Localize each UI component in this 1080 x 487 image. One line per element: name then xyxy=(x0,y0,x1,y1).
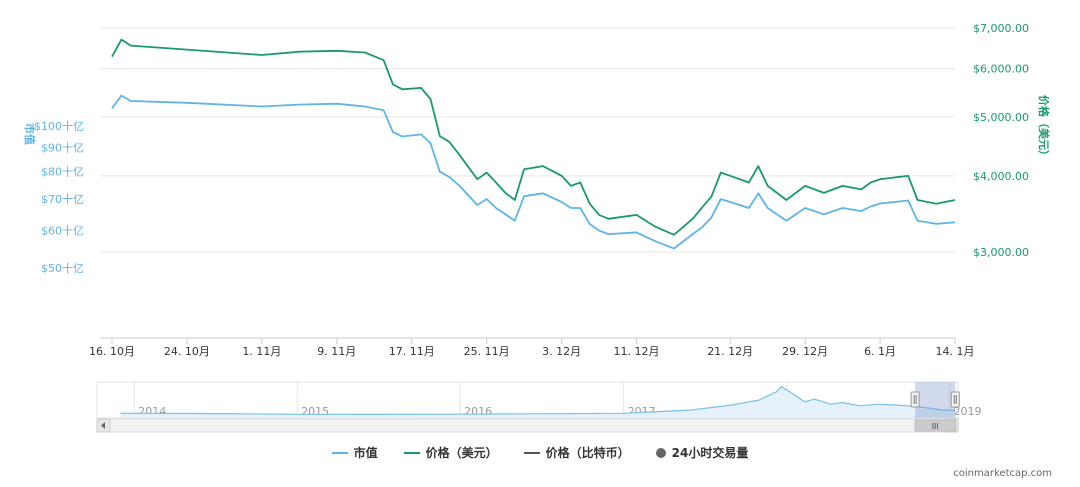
right-axis-title: 价格（美元） xyxy=(1037,95,1051,161)
chevron-left-icon xyxy=(101,422,105,429)
legend-item[interactable]: 价格（比特币） xyxy=(523,444,630,461)
market-chart: $7,000.00 $6,000.00 $5,000.00 $4,000.00 $3,0… xyxy=(23,22,1051,433)
x-tick-label: 29. 12月 xyxy=(782,345,828,358)
scrollbar-thumb[interactable] xyxy=(914,419,956,432)
x-tick-label: 16. 10月 xyxy=(89,345,135,358)
navigator-area xyxy=(120,386,956,418)
x-tick-label: 24. 10月 xyxy=(164,345,210,358)
x-tick-label: 17. 11月 xyxy=(389,345,435,358)
legend-label: 市值 xyxy=(353,446,378,460)
x-tick-label: 14. 1月 xyxy=(936,345,975,358)
right-tick-label: $7,000.00 xyxy=(973,22,1029,35)
scrollbar-track[interactable] xyxy=(96,418,959,433)
legend-item[interactable]: 价格（美元） xyxy=(403,444,498,461)
scrollbar-grip-label: III xyxy=(932,422,939,431)
legend: 市值 价格（美元） 价格（比特币） 24小时交易量 xyxy=(0,444,1080,461)
left-tick-label: $70十亿 xyxy=(41,192,84,206)
left-tick-label: $50十亿 xyxy=(41,261,84,275)
legend-label: 24小时交易量 xyxy=(671,446,749,460)
left-axis-title: 市值 xyxy=(23,123,37,145)
x-tick-label: 1. 11月 xyxy=(242,345,281,358)
series-line xyxy=(111,38,956,236)
legend-item[interactable]: 24小时交易量 xyxy=(655,444,749,461)
navigator-line xyxy=(120,385,956,416)
x-tick-label: 9. 11月 xyxy=(317,345,356,358)
legend-line-icon xyxy=(523,451,540,454)
navigator-year-label: 2019 xyxy=(954,405,982,418)
left-tick-label: $80十亿 xyxy=(41,165,84,179)
navigator-handle[interactable] xyxy=(950,391,960,408)
right-tick-label: $4,000.00 xyxy=(973,170,1029,183)
x-tick-label: 11. 12月 xyxy=(614,345,660,358)
left-tick-label: $60十亿 xyxy=(41,224,84,238)
series-line xyxy=(111,94,956,250)
legend-item[interactable]: 市值 xyxy=(331,444,378,461)
legend-label: 价格（美元） xyxy=(425,446,498,460)
legend-label: 价格（比特币） xyxy=(545,446,630,460)
right-tick-label: $5,000.00 xyxy=(973,111,1029,124)
legend-line-icon xyxy=(331,451,348,454)
right-tick-label: $6,000.00 xyxy=(973,63,1029,76)
x-tick-label: 6. 1月 xyxy=(864,345,896,358)
credit-text: coinmarketcap.com xyxy=(953,468,1052,479)
x-tick-label: 21. 12月 xyxy=(707,345,753,358)
x-tick-label: 3. 12月 xyxy=(542,345,581,358)
left-tick-label: $100十亿 xyxy=(34,119,84,133)
legend-dot-icon xyxy=(655,447,666,458)
navigator-handle[interactable] xyxy=(910,391,920,408)
right-tick-label: $3,000.00 xyxy=(973,246,1029,259)
navigator-selection xyxy=(915,382,956,418)
left-tick-label: $90十亿 xyxy=(41,141,84,155)
x-tick-label: 25. 11月 xyxy=(464,345,510,358)
legend-line-icon xyxy=(403,451,420,454)
